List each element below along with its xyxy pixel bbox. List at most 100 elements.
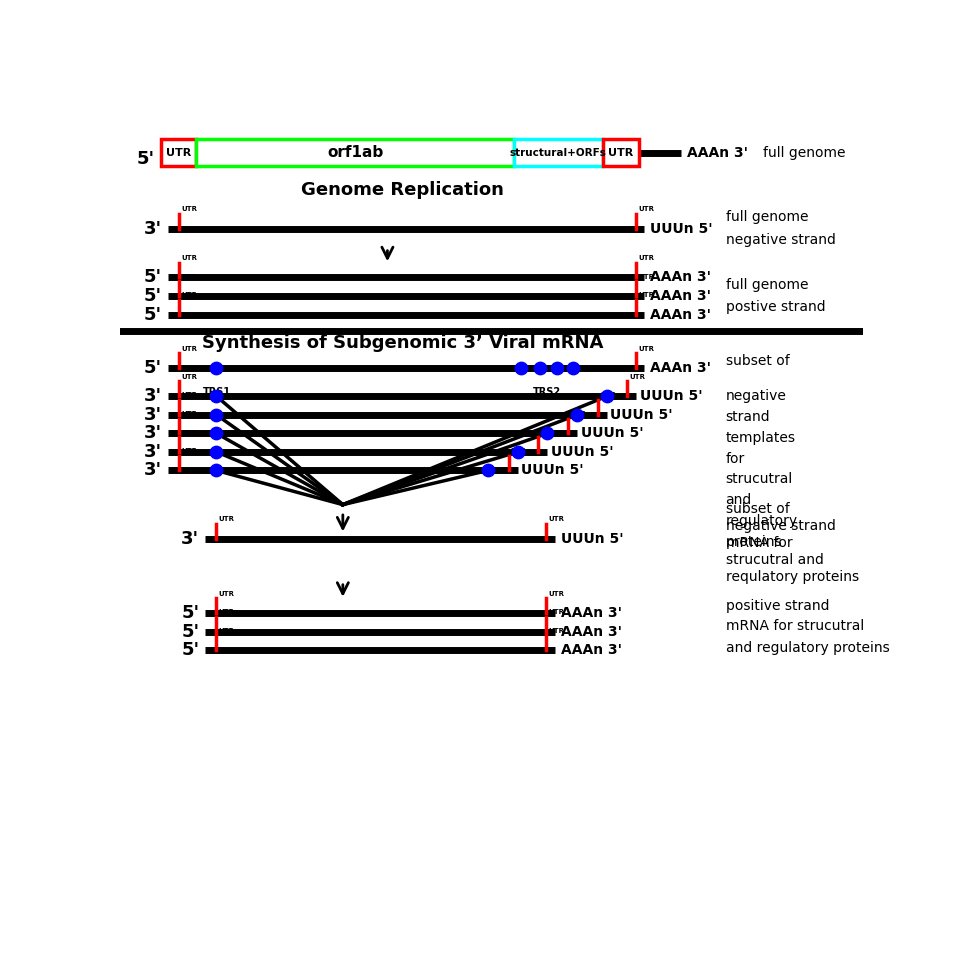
Point xyxy=(514,361,529,376)
Text: UTR: UTR xyxy=(219,591,235,597)
Text: 5': 5' xyxy=(181,641,199,659)
Text: TRS1: TRS1 xyxy=(202,387,230,396)
Text: Synthesis of Subgenomic 3’ Viral mRNA: Synthesis of Subgenomic 3’ Viral mRNA xyxy=(201,334,603,352)
Text: AAAn 3': AAAn 3' xyxy=(650,362,711,375)
Text: mRNA for: mRNA for xyxy=(726,536,792,550)
Text: negative strand: negative strand xyxy=(726,232,835,247)
Text: full genome: full genome xyxy=(762,146,845,160)
Text: negative strand: negative strand xyxy=(726,520,835,533)
Text: UTR: UTR xyxy=(548,517,564,522)
Text: UTR: UTR xyxy=(166,147,191,158)
Text: UTR: UTR xyxy=(639,255,655,261)
Point xyxy=(550,361,565,376)
Text: UTR: UTR xyxy=(181,392,198,398)
Text: UTR: UTR xyxy=(181,255,198,261)
Text: UUUn 5': UUUn 5' xyxy=(610,408,673,422)
Text: positive strand: positive strand xyxy=(726,599,830,612)
Point xyxy=(209,388,224,404)
Text: negative: negative xyxy=(726,389,786,403)
Point xyxy=(510,444,526,460)
Bar xyxy=(603,140,639,166)
Text: postive strand: postive strand xyxy=(726,300,826,314)
Text: strucutral and: strucutral and xyxy=(726,553,824,567)
Text: AAAn 3': AAAn 3' xyxy=(650,308,711,322)
Text: 3': 3' xyxy=(181,530,199,548)
Point xyxy=(209,426,224,442)
Text: templates: templates xyxy=(726,431,796,444)
Text: UTR: UTR xyxy=(639,292,655,298)
Text: subset of: subset of xyxy=(726,502,789,516)
Text: AAAn 3': AAAn 3' xyxy=(561,625,621,638)
Text: UUUn 5': UUUn 5' xyxy=(561,532,623,546)
Text: UTR: UTR xyxy=(181,206,198,212)
Text: UTR: UTR xyxy=(181,274,198,280)
Text: UTR: UTR xyxy=(181,448,198,454)
Text: UTR: UTR xyxy=(511,448,526,454)
Bar xyxy=(197,140,514,166)
Text: 5': 5' xyxy=(144,306,162,324)
Text: UTR: UTR xyxy=(181,346,198,352)
Text: 3': 3' xyxy=(144,406,162,424)
Text: 3': 3' xyxy=(144,442,162,461)
Text: UUUn 5': UUUn 5' xyxy=(650,222,713,235)
Text: UTR: UTR xyxy=(548,591,564,597)
Text: orf1ab: orf1ab xyxy=(327,146,384,160)
Text: proteins: proteins xyxy=(726,535,783,549)
Text: 5': 5' xyxy=(181,623,199,640)
Text: UTR: UTR xyxy=(181,374,198,380)
Bar xyxy=(514,140,603,166)
Point xyxy=(209,361,224,376)
Text: Genome Replication: Genome Replication xyxy=(301,181,503,199)
Text: 3': 3' xyxy=(144,388,162,405)
Text: UTR: UTR xyxy=(181,411,198,417)
Text: UTR: UTR xyxy=(548,609,564,615)
Text: AAAn 3': AAAn 3' xyxy=(650,289,711,303)
Text: AAAn 3': AAAn 3' xyxy=(561,643,621,657)
Text: 5': 5' xyxy=(181,604,199,622)
Text: TRS2: TRS2 xyxy=(533,387,561,396)
Point xyxy=(570,407,585,422)
Text: UTR: UTR xyxy=(181,292,198,298)
Text: 3': 3' xyxy=(144,424,162,442)
Text: UTR: UTR xyxy=(219,609,235,615)
Text: 5': 5' xyxy=(144,287,162,305)
Text: full genome: full genome xyxy=(726,278,808,292)
Text: 3': 3' xyxy=(144,462,162,479)
Text: subset of: subset of xyxy=(726,354,789,367)
Point xyxy=(532,361,548,376)
Point xyxy=(599,388,615,404)
Text: UTR: UTR xyxy=(630,374,645,380)
Text: UTR: UTR xyxy=(639,274,655,280)
Text: UUUn 5': UUUn 5' xyxy=(550,445,614,459)
Point xyxy=(209,463,224,478)
Text: 5': 5' xyxy=(137,149,154,168)
Text: UTR: UTR xyxy=(541,430,556,436)
Text: requlatory proteins: requlatory proteins xyxy=(726,571,858,584)
Text: strand: strand xyxy=(726,410,770,424)
Text: UTR: UTR xyxy=(181,430,198,436)
Point xyxy=(540,426,555,442)
Bar xyxy=(161,140,197,166)
Text: UUUn 5': UUUn 5' xyxy=(641,389,703,403)
Text: 5': 5' xyxy=(144,269,162,286)
Text: 5': 5' xyxy=(144,359,162,377)
Text: UTR: UTR xyxy=(219,517,235,522)
Text: UTR: UTR xyxy=(548,628,564,633)
Text: mRNA for strucutral: mRNA for strucutral xyxy=(726,619,864,633)
Point xyxy=(566,361,581,376)
Text: UUUn 5': UUUn 5' xyxy=(522,464,584,477)
Point xyxy=(209,407,224,422)
Text: AAAn 3': AAAn 3' xyxy=(650,271,711,284)
Text: UTR: UTR xyxy=(571,411,586,417)
Text: strucutral: strucutral xyxy=(726,472,793,487)
Text: UTR: UTR xyxy=(608,147,634,158)
Text: full genome: full genome xyxy=(726,210,808,225)
Text: 3': 3' xyxy=(144,220,162,237)
Text: UTR: UTR xyxy=(219,628,235,633)
Text: and regulatory proteins: and regulatory proteins xyxy=(726,641,889,655)
Point xyxy=(209,444,224,460)
Text: and: and xyxy=(726,494,752,507)
Text: UTR: UTR xyxy=(639,206,655,212)
Text: UTR: UTR xyxy=(600,392,616,398)
Text: UUUn 5': UUUn 5' xyxy=(581,426,643,441)
